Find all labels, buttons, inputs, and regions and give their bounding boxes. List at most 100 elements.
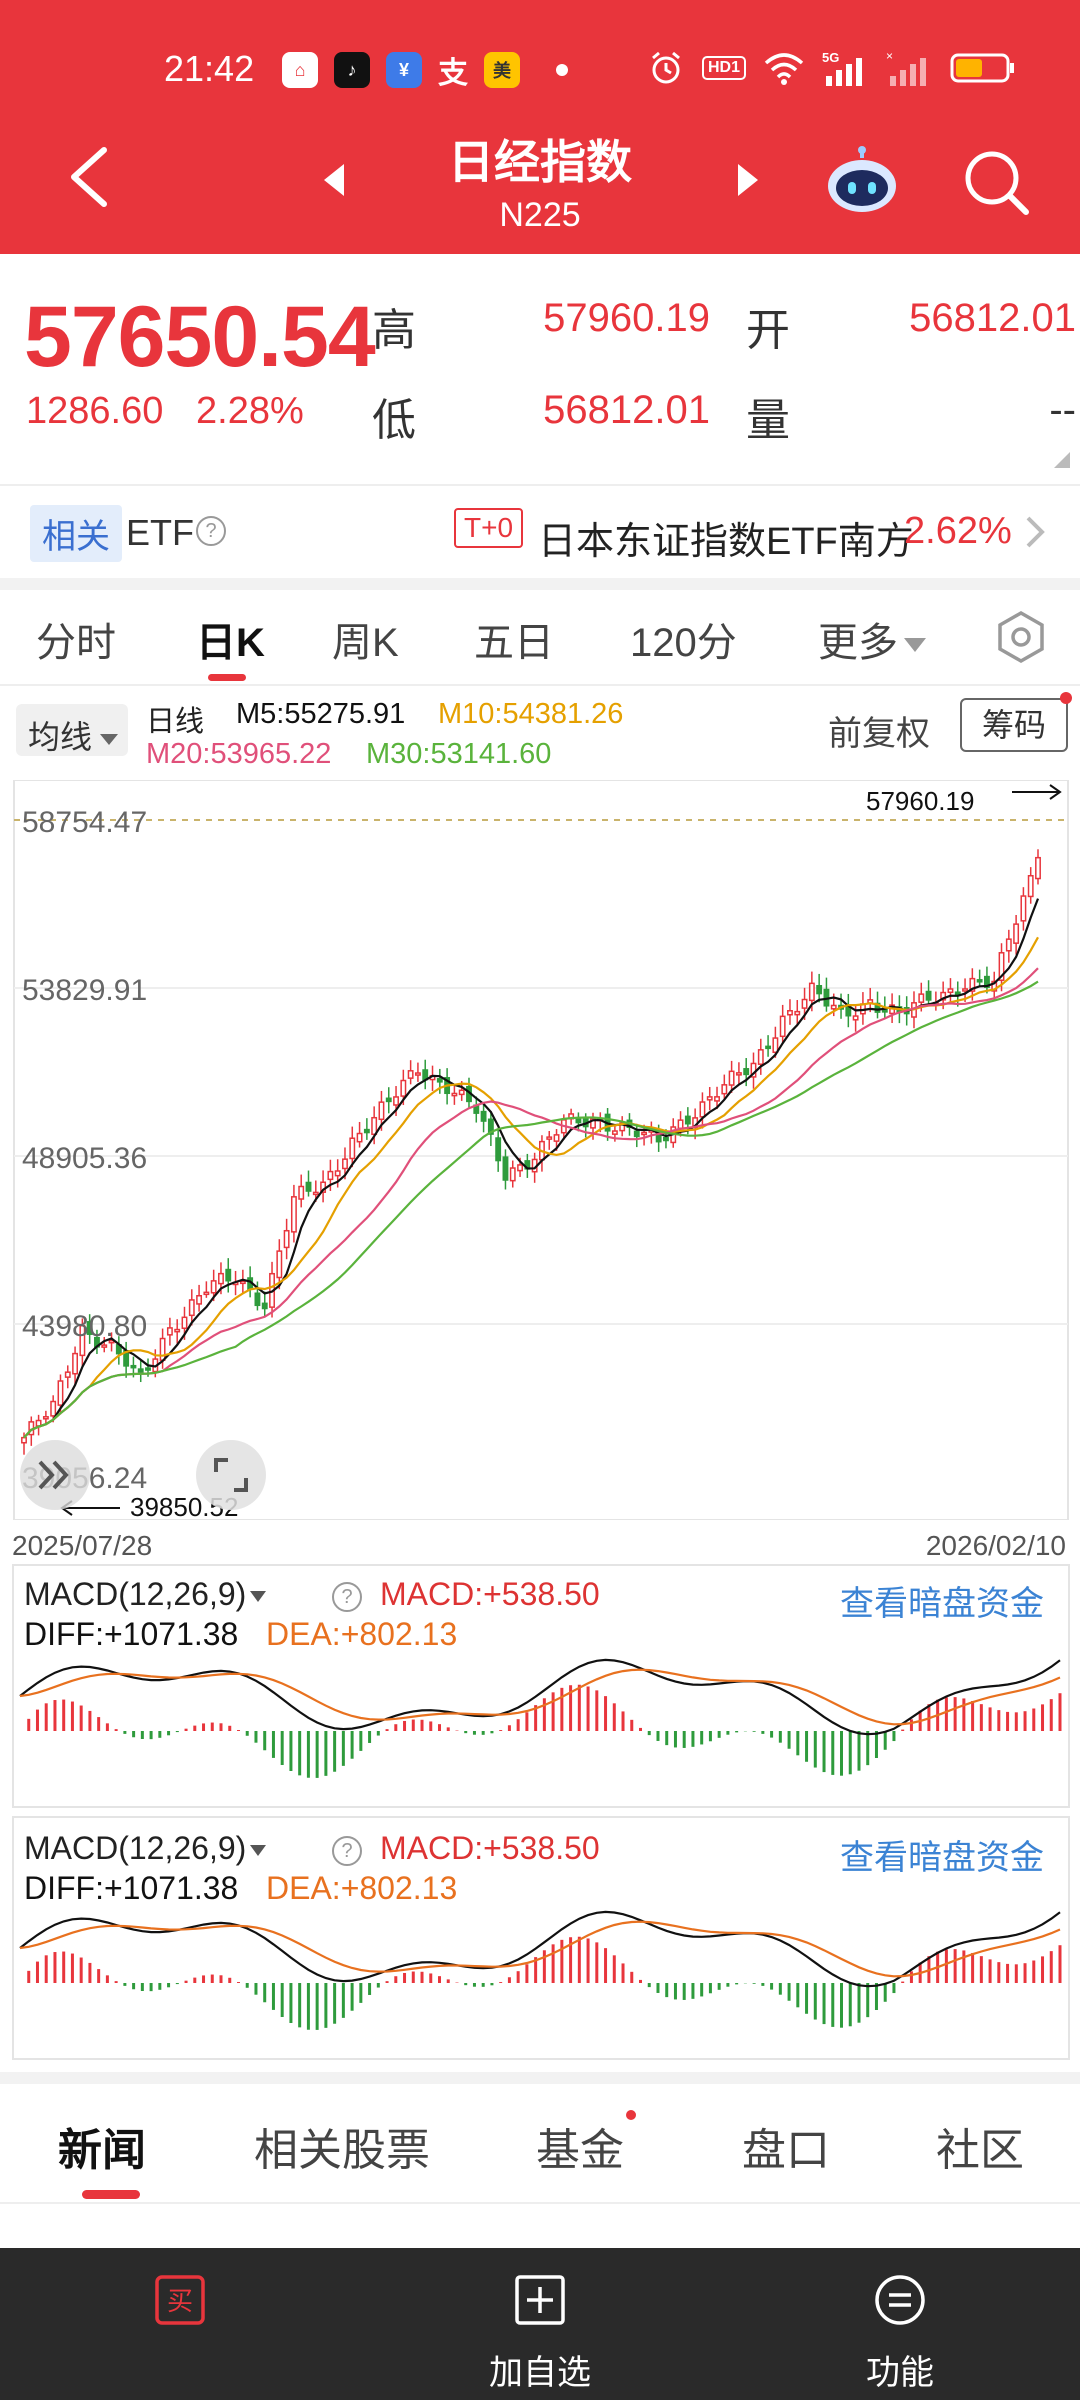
tab-funds[interactable]: 基金 [536, 2126, 624, 2175]
k-line-chart[interactable]: 58754.4753829.9148905.3643980.8039056.24… [0, 780, 1080, 1520]
dark-pool-funds-link-2[interactable]: 查看暗盘资金 [840, 1839, 1044, 1877]
tab-community[interactable]: 社区 [936, 2126, 1024, 2175]
candle-up [393, 1096, 399, 1106]
wifi-icon [764, 53, 804, 85]
candle-up [458, 1089, 465, 1096]
candle-up [334, 1170, 341, 1177]
add-watchlist-button[interactable]: 加自选 [440, 2248, 640, 2400]
macd-help-icon[interactable]: ? [332, 1836, 362, 1866]
fullscreen-button[interactable] [196, 1440, 266, 1510]
ma-type-select[interactable]: 均线 [16, 704, 128, 756]
chips-red-dot [1060, 692, 1072, 704]
candle-down [663, 1136, 669, 1142]
tab-more[interactable]: 更多 [818, 610, 926, 668]
candle-up [1013, 923, 1020, 944]
candle-down [385, 1097, 392, 1103]
tab-daily-k[interactable]: 日K [196, 621, 265, 665]
add-square-icon [515, 2275, 565, 2325]
dark-pool-funds-link-1[interactable]: 查看暗盘资金 [840, 1585, 1044, 1623]
chips-button[interactable]: 筹码 [960, 698, 1068, 752]
macd-select-2[interactable]: MACD(12,26,9) [24, 1830, 267, 1867]
candle-down [225, 1268, 232, 1282]
candle-up [757, 1049, 764, 1065]
candle-up [159, 1337, 166, 1361]
candle-down [684, 1115, 691, 1125]
candle-up [728, 1070, 735, 1086]
diff-value-2: DIFF:+1071.38 [24, 1870, 239, 1906]
candle-down [925, 990, 932, 1001]
candle-up [852, 1015, 859, 1021]
chevron-right-icon[interactable] [1020, 514, 1050, 550]
ma20-value: M20:53965.22 [146, 738, 332, 770]
candle-up [407, 1070, 414, 1079]
open-label: 开 [746, 306, 790, 355]
adjust-mode-button[interactable]: 前复权 [828, 715, 930, 753]
macd-panel-2[interactable] [12, 1816, 1070, 2060]
volume-value: -- [1049, 388, 1076, 432]
dea-line [19, 1920, 1061, 1978]
search-button[interactable] [960, 146, 1032, 218]
robot-assistant-icon[interactable] [822, 146, 902, 216]
y-tick-label: 58754.47 [22, 806, 147, 839]
chart-settings-icon[interactable] [994, 610, 1048, 664]
macd-select-1[interactable]: MACD(12,26,9) [24, 1576, 267, 1613]
etf-help-icon[interactable]: ? [196, 516, 226, 546]
candle-up [378, 1101, 385, 1121]
more-notifications-dot-icon [556, 64, 568, 76]
candle-up [72, 1352, 79, 1375]
next-index-button[interactable] [726, 160, 766, 200]
expand-chart-button[interactable] [20, 1440, 90, 1510]
etf-related-tag: 相关 [30, 505, 122, 562]
status-time: 21:42 [164, 48, 255, 89]
macd-chart-2 [19, 1910, 1062, 2030]
tab-order-book[interactable]: 盘口 [742, 2126, 830, 2175]
candle-down [86, 1321, 93, 1335]
candle-up [79, 1324, 86, 1357]
candle-up [509, 1167, 516, 1182]
candle-up [196, 1295, 203, 1305]
tab-weekly-k[interactable]: 周K [332, 621, 399, 665]
candle-up [312, 1191, 319, 1196]
home-app-icon: ⌂ [282, 52, 318, 88]
candle-up [108, 1339, 115, 1344]
candle-up [517, 1164, 523, 1172]
back-button[interactable] [60, 142, 120, 212]
buy-button[interactable]: 买 [80, 2248, 280, 2400]
tab-120min[interactable]: 120分 [630, 621, 737, 665]
etf-name-link[interactable]: 日本东证指数ETF南方 [538, 521, 914, 563]
candle-up [940, 991, 947, 1001]
funds-red-dot [626, 2110, 636, 2120]
candle-up [830, 1004, 837, 1010]
candle-up [721, 1084, 728, 1095]
candle-up [794, 1010, 801, 1016]
tab-news[interactable]: 新闻 [58, 2126, 146, 2175]
prev-index-button[interactable] [316, 160, 356, 200]
macd-value-1: MACD:+538.50 [380, 1576, 600, 1612]
tab-five-day[interactable]: 五日 [474, 621, 554, 665]
expand-quote-corner-icon[interactable] [1054, 452, 1070, 468]
price-change-percent: 2.28% [196, 390, 304, 432]
ma-type-label: 均线 [28, 719, 93, 755]
candle-down [487, 1118, 494, 1135]
functions-button[interactable]: 功能 [800, 2248, 1000, 2400]
ma30-line [23, 980, 1039, 1439]
y-tick-label: 48905.36 [22, 1142, 147, 1175]
tab-related-stocks[interactable]: 相关股票 [254, 2126, 430, 2175]
chevron-down-icon [250, 1591, 267, 1603]
ma5-value: M5:55275.91 [236, 698, 406, 730]
candle-up [772, 1037, 779, 1054]
high-value: 57960.19 [543, 296, 710, 340]
candle-down [502, 1156, 509, 1181]
dea-value-2: DEA:+802.13 [266, 1870, 458, 1906]
fund-app-icon: ¥ [386, 52, 422, 88]
signal-weak-icon: × [886, 50, 927, 86]
y-tick-label: 43980.80 [22, 1310, 147, 1343]
candle-up [735, 1072, 742, 1076]
section-divider [0, 2072, 1080, 2084]
etf-label: ETF [126, 512, 194, 553]
ma30-value: M30:53141.60 [366, 738, 552, 770]
macd-help-icon[interactable]: ? [332, 1582, 362, 1612]
tab-intraday[interactable]: 分时 [36, 621, 116, 665]
macd-panel-1[interactable] [12, 1564, 1070, 1808]
chevron-down-icon [250, 1845, 267, 1857]
